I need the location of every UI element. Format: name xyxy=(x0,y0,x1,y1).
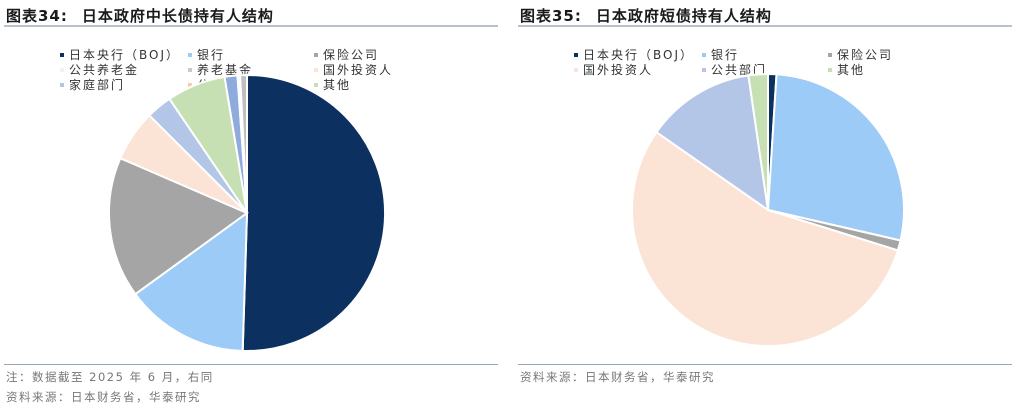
footer-divider xyxy=(518,364,1012,365)
legend-marker-icon xyxy=(60,67,64,72)
pie-slice xyxy=(766,73,905,242)
legend-marker-icon xyxy=(702,52,706,57)
legend-label: 银行 xyxy=(711,48,740,62)
chart-title-text: 日本政府短债持有人结构 xyxy=(595,7,772,25)
pie-chart xyxy=(631,72,905,348)
legend-label: 国外投资人 xyxy=(323,63,394,77)
legend-label: 日本央行（BOJ） xyxy=(69,48,181,62)
legend-item: 家庭部门 xyxy=(60,76,125,93)
legend-item: 公共部门 xyxy=(702,61,767,78)
legend-marker-icon xyxy=(828,67,832,72)
pie-chart xyxy=(108,73,387,352)
legend-label: 国外投资人 xyxy=(583,63,654,77)
legend-item: 日本央行（BOJ） xyxy=(574,46,694,63)
chart-panel-long-term: 图表34: 日本政府中长债持有人结构 日本央行（BOJ） 银行 保险公司公共养老金 养老… xyxy=(4,0,504,408)
legend-label: 银行 xyxy=(197,48,226,62)
legend-marker-icon xyxy=(188,67,192,72)
legend-label: 保险公司 xyxy=(323,48,380,62)
pie-slice xyxy=(239,73,248,214)
legend-label: 其他 xyxy=(837,63,866,77)
pie-slice xyxy=(747,72,769,211)
chart-source: 资料来源：日本财务省，华泰研究 xyxy=(6,390,201,404)
legend-label: 养老基金 xyxy=(197,63,254,77)
legend-item: 其他 xyxy=(314,76,351,93)
legend-label: 公共养老金 xyxy=(69,63,140,77)
chart-note: 注：数据截至 2025 年 6 月，右同 xyxy=(6,370,214,384)
legend-item: 保险公司 xyxy=(314,46,379,63)
legend-marker-icon xyxy=(828,52,832,57)
legend-marker-icon xyxy=(188,52,192,57)
legend-item: 其他 xyxy=(828,61,865,78)
legend-label: 其他 xyxy=(323,78,352,92)
pie-slice xyxy=(241,73,387,352)
legend-marker-icon xyxy=(574,67,578,72)
legend-item: 日本央行（BOJ） xyxy=(60,46,180,63)
legend-marker-icon xyxy=(60,52,64,57)
legend-item: 银行 xyxy=(702,46,739,63)
figure-number: 图表35: xyxy=(520,7,582,25)
legend-item: 银行 xyxy=(188,46,225,63)
pie-slice xyxy=(655,74,770,213)
legend-marker-icon xyxy=(314,52,318,57)
legend-label: 家庭部门 xyxy=(69,78,126,92)
chart-panel-short-term: 图表35: 日本政府短债持有人结构 日本央行（BOJ） 银行 保险公司国外投资人 公共部… xyxy=(518,0,1018,408)
pie-slice xyxy=(631,130,900,348)
legend-label: 公共部门 xyxy=(711,63,768,77)
pie-slice xyxy=(108,156,250,296)
legend-label: 日本央行（BOJ） xyxy=(583,48,695,62)
chart-source: 资料来源：日本财务省，华泰研究 xyxy=(520,370,715,384)
chart-title-text: 日本政府中长债持有人结构 xyxy=(81,7,274,25)
legend-marker-icon xyxy=(574,52,578,57)
legend-marker-icon xyxy=(314,82,318,87)
legend-marker-icon xyxy=(60,82,64,87)
chart-title: 图表35: 日本政府短债持有人结构 xyxy=(520,5,772,26)
figure-number: 图表34: xyxy=(6,7,68,25)
legend-item: 国外投资人 xyxy=(314,61,393,78)
title-divider xyxy=(4,25,498,27)
legend-item: 公共养老金 xyxy=(60,61,139,78)
legend-label: 保险公司 xyxy=(837,48,894,62)
pie-slice xyxy=(133,210,249,352)
legend-marker-icon xyxy=(314,67,318,72)
legend-marker-icon xyxy=(702,67,706,72)
legend-item: 养老基金 xyxy=(188,61,253,78)
chart-title: 图表34: 日本政府中长债持有人结构 xyxy=(6,5,274,26)
title-divider xyxy=(518,25,1012,27)
legend-marker-icon xyxy=(188,82,192,87)
legend-item: 国外投资人 xyxy=(574,61,653,78)
legend-item: 保险公司 xyxy=(828,46,893,63)
footer-divider xyxy=(4,364,498,365)
